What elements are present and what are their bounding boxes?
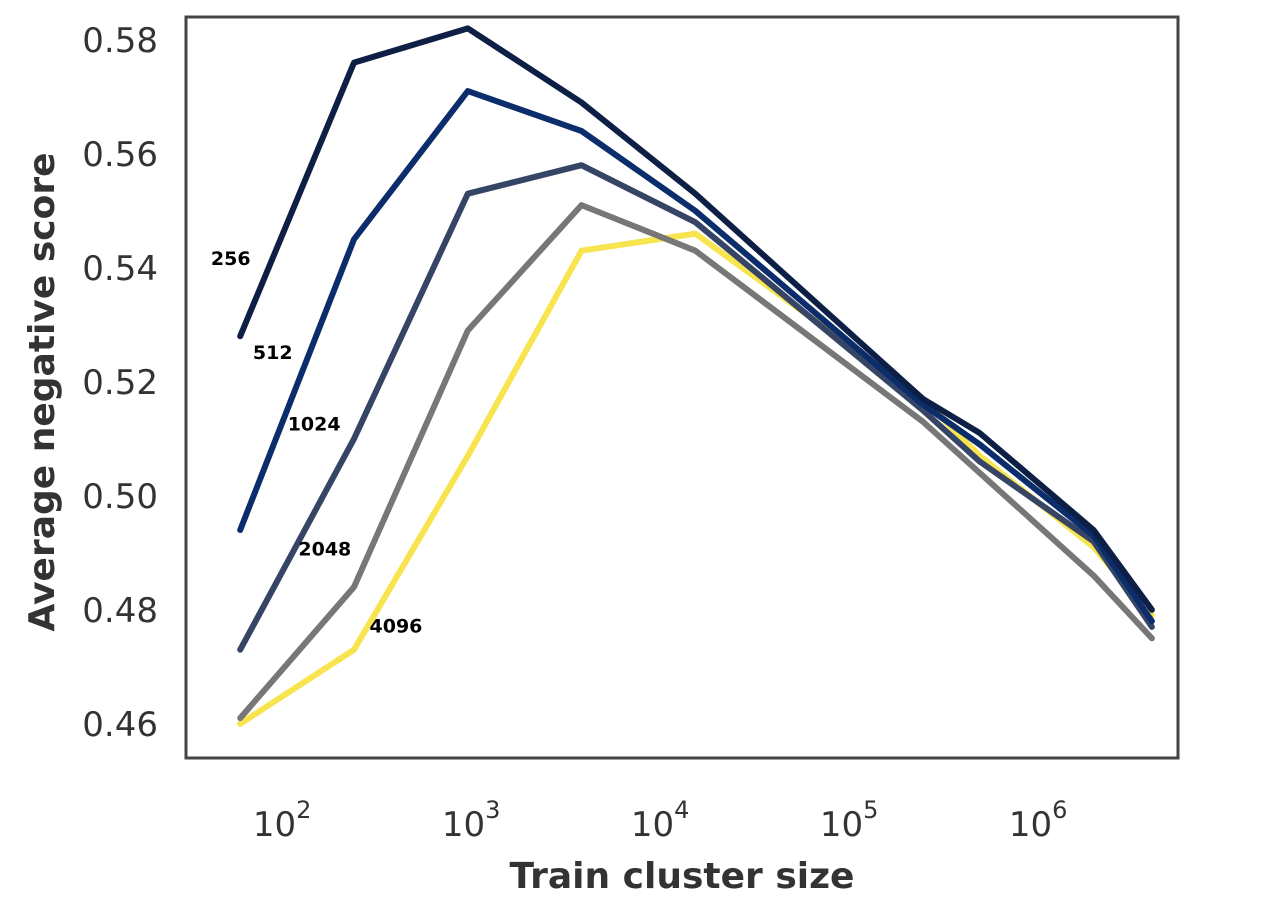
series-line-256 bbox=[237, 25, 1155, 613]
x-axis-label: Train cluster size bbox=[510, 856, 855, 897]
series-label-2048: 2048 bbox=[298, 539, 351, 561]
series-labels: 256 512 1024 2048 4096 bbox=[211, 248, 422, 638]
series-line-4096 bbox=[237, 230, 1155, 727]
series-lines bbox=[237, 25, 1155, 727]
y-tick-label: 0.58 bbox=[82, 21, 158, 61]
x-tick-label: 104 bbox=[631, 796, 690, 845]
y-tick-label: 0.52 bbox=[82, 363, 158, 403]
series-label-4096: 4096 bbox=[370, 616, 423, 638]
x-tick-label: 105 bbox=[820, 796, 879, 845]
x-tick-label: 103 bbox=[442, 796, 501, 845]
y-tick-label: 0.54 bbox=[82, 249, 158, 289]
x-tick-labels: 102 103 104 105 106 bbox=[253, 796, 1068, 845]
series-label-512: 512 bbox=[253, 342, 293, 364]
series-line-512 bbox=[237, 88, 1155, 625]
y-tick-label: 0.48 bbox=[82, 591, 158, 631]
y-tick-label: 0.46 bbox=[82, 705, 158, 745]
x-tick-label: 102 bbox=[253, 796, 312, 845]
series-label-256: 256 bbox=[211, 248, 251, 270]
y-tick-labels: 0.46 0.48 0.50 0.52 0.54 0.56 0.58 bbox=[82, 21, 158, 745]
y-axis-label: Average negative score bbox=[22, 153, 63, 632]
y-tick-label: 0.50 bbox=[82, 477, 158, 517]
plot-frame bbox=[184, 15, 1180, 760]
x-tick-label: 106 bbox=[1009, 796, 1068, 845]
y-tick-label: 0.56 bbox=[82, 135, 158, 175]
series-line-2048 bbox=[237, 202, 1155, 722]
series-label-1024: 1024 bbox=[288, 413, 341, 435]
series-line-1024 bbox=[237, 162, 1155, 653]
